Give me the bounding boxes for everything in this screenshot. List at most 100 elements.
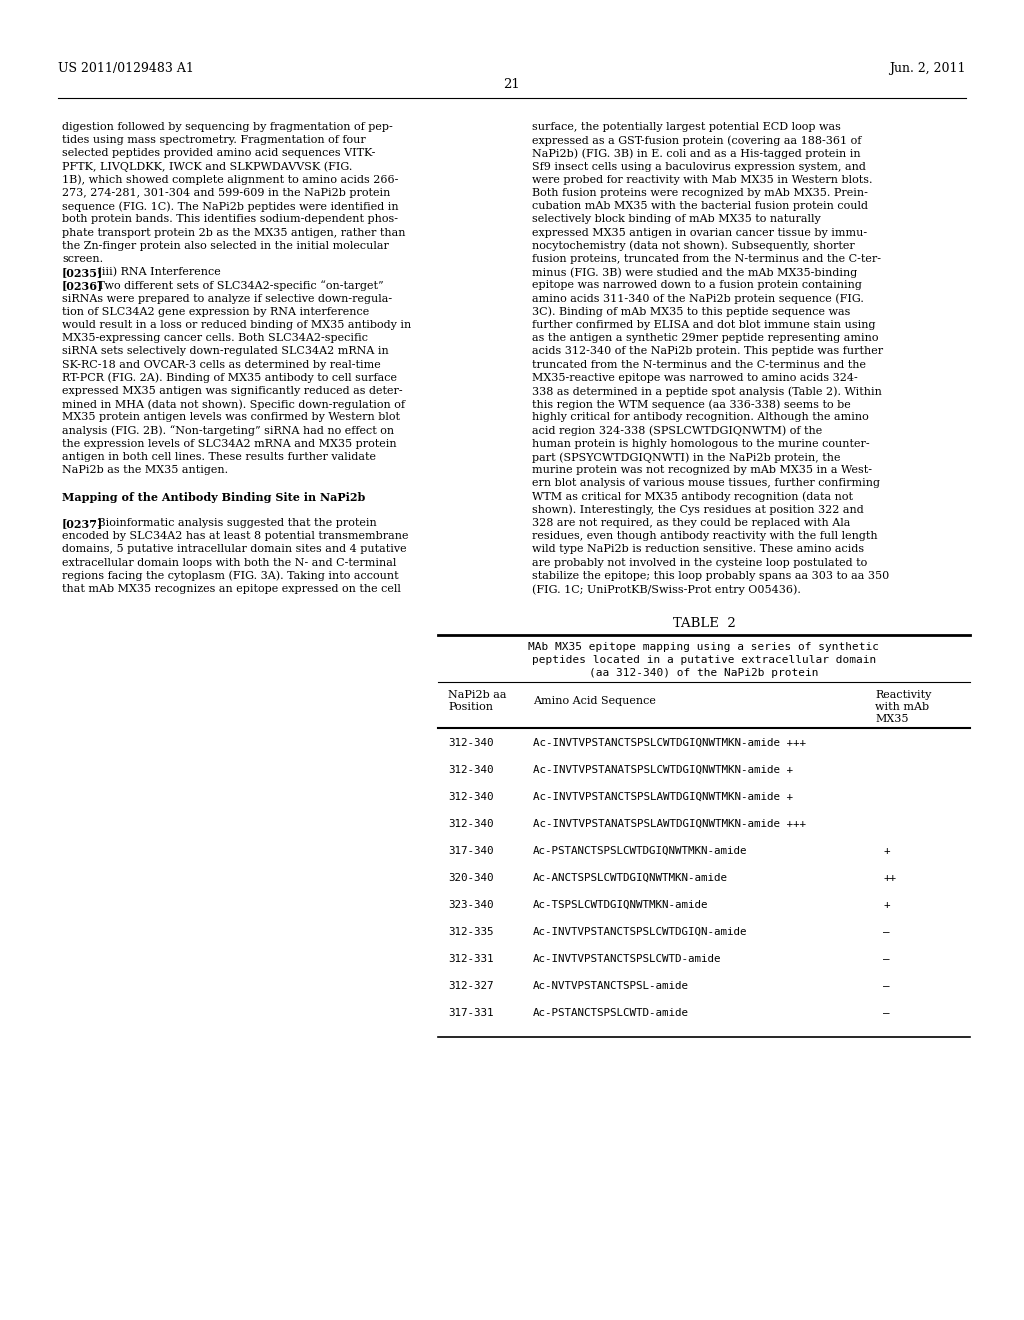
Text: Ac-INVTVPSTANCTSPSLCWTDGIQNWTMKN-amide +++: Ac-INVTVPSTANCTSPSLCWTDGIQNWTMKN-amide +… [534, 738, 806, 748]
Text: stabilize the epitope; this loop probably spans aa 303 to aa 350: stabilize the epitope; this loop probabl… [532, 570, 889, 581]
Text: as the antigen a synthetic 29mer peptide representing amino: as the antigen a synthetic 29mer peptide… [532, 333, 879, 343]
Text: shown). Interestingly, the Cys residues at position 322 and: shown). Interestingly, the Cys residues … [532, 504, 864, 515]
Text: MAb MX35 epitope mapping using a series of synthetic: MAb MX35 epitope mapping using a series … [528, 642, 880, 652]
Text: surface, the potentially largest potential ECD loop was: surface, the potentially largest potenti… [532, 121, 841, 132]
Text: 317-331: 317-331 [449, 1008, 494, 1018]
Text: PFTK, LIVQLDKK, IWCK and SLKPWDAVVSK (FIG.: PFTK, LIVQLDKK, IWCK and SLKPWDAVVSK (FI… [62, 161, 352, 172]
Text: Ac-INVTVPSTANATSPSLAWTDGIQNWTMKN-amide +++: Ac-INVTVPSTANATSPSLAWTDGIQNWTMKN-amide +… [534, 818, 806, 829]
Text: Ac-INVTVPSTANCTSPSLCWTDGIQN-amide: Ac-INVTVPSTANCTSPSLCWTDGIQN-amide [534, 927, 748, 937]
Text: 312-335: 312-335 [449, 927, 494, 937]
Text: Ac-INVTVPSTANATSPSLCWTDGIQNWTMKN-amide +: Ac-INVTVPSTANATSPSLCWTDGIQNWTMKN-amide + [534, 766, 793, 775]
Text: highly critical for antibody recognition. Although the amino: highly critical for antibody recognition… [532, 412, 868, 422]
Text: extracellular domain loops with both the N- and C-terminal: extracellular domain loops with both the… [62, 557, 396, 568]
Text: –: – [883, 954, 890, 964]
Text: human protein is highly homologous to the murine counter-: human protein is highly homologous to th… [532, 438, 869, 449]
Text: MX35-expressing cancer cells. Both SLC34A2-specific: MX35-expressing cancer cells. Both SLC34… [62, 333, 368, 343]
Text: Ac-PSTANCTSPSLCWTDGIQNWTMKN-amide: Ac-PSTANCTSPSLCWTDGIQNWTMKN-amide [534, 846, 748, 855]
Text: Ac-PSTANCTSPSLCWTD-amide: Ac-PSTANCTSPSLCWTD-amide [534, 1008, 689, 1018]
Text: Bioinformatic analysis suggested that the protein: Bioinformatic analysis suggested that th… [87, 517, 377, 528]
Text: SK-RC-18 and OVCAR-3 cells as determined by real-time: SK-RC-18 and OVCAR-3 cells as determined… [62, 359, 381, 370]
Text: selectively block binding of mAb MX35 to naturally: selectively block binding of mAb MX35 to… [532, 214, 821, 224]
Text: Jun. 2, 2011: Jun. 2, 2011 [890, 62, 966, 75]
Text: were probed for reactivity with Mab MX35 in Western blots.: were probed for reactivity with Mab MX35… [532, 174, 872, 185]
Text: 312-331: 312-331 [449, 954, 494, 964]
Text: 273, 274-281, 301-304 and 599-609 in the NaPi2b protein: 273, 274-281, 301-304 and 599-609 in the… [62, 187, 390, 198]
Text: selected peptides provided amino acid sequences VITK-: selected peptides provided amino acid se… [62, 148, 376, 158]
Text: +: + [883, 900, 890, 909]
Text: Position: Position [449, 702, 493, 711]
Text: this region the WTM sequence (aa 336-338) seems to be: this region the WTM sequence (aa 336-338… [532, 399, 851, 409]
Text: siRNAs were prepared to analyze if selective down-regula-: siRNAs were prepared to analyze if selec… [62, 293, 392, 304]
Text: [0236]: [0236] [62, 280, 103, 292]
Text: mined in MHA (data not shown). Specific down-regulation of: mined in MHA (data not shown). Specific … [62, 399, 406, 409]
Text: ++: ++ [883, 873, 896, 883]
Text: wild type NaPi2b is reduction sensitive. These amino acids: wild type NaPi2b is reduction sensitive.… [532, 544, 864, 554]
Text: ern blot analysis of various mouse tissues, further confirming: ern blot analysis of various mouse tissu… [532, 478, 880, 488]
Text: with mAb: with mAb [874, 702, 929, 711]
Text: amino acids 311-340 of the NaPi2b protein sequence (FIG.: amino acids 311-340 of the NaPi2b protei… [532, 293, 864, 304]
Text: encoded by SLC34A2 has at least 8 potential transmembrane: encoded by SLC34A2 has at least 8 potent… [62, 531, 409, 541]
Text: –: – [883, 981, 890, 991]
Text: Amino Acid Sequence: Amino Acid Sequence [534, 696, 656, 706]
Text: 320-340: 320-340 [449, 873, 494, 883]
Text: would result in a loss or reduced binding of MX35 antibody in: would result in a loss or reduced bindin… [62, 319, 412, 330]
Text: –: – [883, 927, 890, 937]
Text: digestion followed by sequencing by fragmentation of pep-: digestion followed by sequencing by frag… [62, 121, 393, 132]
Text: expressed as a GST-fusion protein (covering aa 188-361 of: expressed as a GST-fusion protein (cover… [532, 135, 861, 145]
Text: Ac-ANCTSPSLCWTDGIQNWTMKN-amide: Ac-ANCTSPSLCWTDGIQNWTMKN-amide [534, 873, 728, 883]
Text: regions facing the cytoplasm (FIG. 3A). Taking into account: regions facing the cytoplasm (FIG. 3A). … [62, 570, 398, 581]
Text: screen.: screen. [62, 253, 103, 264]
Text: 323-340: 323-340 [449, 900, 494, 909]
Text: sequence (FIG. 1C). The NaPi2b peptides were identified in: sequence (FIG. 1C). The NaPi2b peptides … [62, 201, 398, 211]
Text: phate transport protein 2b as the MX35 antigen, rather than: phate transport protein 2b as the MX35 a… [62, 227, 406, 238]
Text: antigen in both cell lines. These results further validate: antigen in both cell lines. These result… [62, 451, 376, 462]
Text: 312-340: 312-340 [449, 792, 494, 803]
Text: TABLE  2: TABLE 2 [673, 616, 735, 630]
Text: expressed MX35 antigen was significantly reduced as deter-: expressed MX35 antigen was significantly… [62, 385, 402, 396]
Text: (iii) RNA Interference: (iii) RNA Interference [87, 267, 221, 277]
Text: [0235]: [0235] [62, 267, 103, 279]
Text: WTM as critical for MX35 antibody recognition (data not: WTM as critical for MX35 antibody recogn… [532, 491, 853, 502]
Text: Two different sets of SLC34A2-specific “on-target”: Two different sets of SLC34A2-specific “… [87, 280, 384, 292]
Text: 21: 21 [504, 78, 520, 91]
Text: [0237]: [0237] [62, 517, 103, 529]
Text: 1B), which showed complete alignment to amino acids 266-: 1B), which showed complete alignment to … [62, 174, 398, 185]
Text: domains, 5 putative intracellular domain sites and 4 putative: domains, 5 putative intracellular domain… [62, 544, 407, 554]
Text: (FIG. 1C; UniProtKB/Swiss-Prot entry O05436).: (FIG. 1C; UniProtKB/Swiss-Prot entry O05… [532, 583, 801, 594]
Text: both protein bands. This identifies sodium-dependent phos-: both protein bands. This identifies sodi… [62, 214, 398, 224]
Text: NaPi2b as the MX35 antigen.: NaPi2b as the MX35 antigen. [62, 465, 228, 475]
Text: the Zn-finger protein also selected in the initial molecular: the Zn-finger protein also selected in t… [62, 240, 389, 251]
Text: 328 are not required, as they could be replaced with Ala: 328 are not required, as they could be r… [532, 517, 850, 528]
Text: Both fusion proteins were recognized by mAb MX35. Prein-: Both fusion proteins were recognized by … [532, 187, 868, 198]
Text: 312-340: 312-340 [449, 738, 494, 748]
Text: RT-PCR (FIG. 2A). Binding of MX35 antibody to cell surface: RT-PCR (FIG. 2A). Binding of MX35 antibo… [62, 372, 397, 383]
Text: NaPi2b aa: NaPi2b aa [449, 690, 507, 700]
Text: residues, even though antibody reactivity with the full length: residues, even though antibody reactivit… [532, 531, 878, 541]
Text: the expression levels of SLC34A2 mRNA and MX35 protein: the expression levels of SLC34A2 mRNA an… [62, 438, 396, 449]
Text: tides using mass spectrometry. Fragmentation of four: tides using mass spectrometry. Fragmenta… [62, 135, 366, 145]
Text: epitope was narrowed down to a fusion protein containing: epitope was narrowed down to a fusion pr… [532, 280, 862, 290]
Text: Ac-INVTVPSTANCTSPSLCWTD-amide: Ac-INVTVPSTANCTSPSLCWTD-amide [534, 954, 722, 964]
Text: –: – [883, 1008, 890, 1018]
Text: 312-327: 312-327 [449, 981, 494, 991]
Text: part (SPSYCWTDGIQNWTI) in the NaPi2b protein, the: part (SPSYCWTDGIQNWTI) in the NaPi2b pro… [532, 451, 841, 462]
Text: 312-340: 312-340 [449, 766, 494, 775]
Text: analysis (FIG. 2B). “Non-targeting” siRNA had no effect on: analysis (FIG. 2B). “Non-targeting” siRN… [62, 425, 394, 437]
Text: nocytochemistry (data not shown). Subsequently, shorter: nocytochemistry (data not shown). Subseq… [532, 240, 855, 251]
Text: further confirmed by ELISA and dot blot immune stain using: further confirmed by ELISA and dot blot … [532, 319, 876, 330]
Text: siRNA sets selectively down-regulated SLC34A2 mRNA in: siRNA sets selectively down-regulated SL… [62, 346, 389, 356]
Text: peptides located in a putative extracellular domain: peptides located in a putative extracell… [531, 655, 877, 665]
Text: Sf9 insect cells using a baculovirus expression system, and: Sf9 insect cells using a baculovirus exp… [532, 161, 866, 172]
Text: US 2011/0129483 A1: US 2011/0129483 A1 [58, 62, 194, 75]
Text: MX35: MX35 [874, 714, 908, 723]
Text: acids 312-340 of the NaPi2b protein. This peptide was further: acids 312-340 of the NaPi2b protein. Thi… [532, 346, 883, 356]
Text: Ac-INVTVPSTANCTSPSLAWTDGIQNWTMKN-amide +: Ac-INVTVPSTANCTSPSLAWTDGIQNWTMKN-amide + [534, 792, 793, 803]
Text: murine protein was not recognized by mAb MX35 in a West-: murine protein was not recognized by mAb… [532, 465, 872, 475]
Text: cubation mAb MX35 with the bacterial fusion protein could: cubation mAb MX35 with the bacterial fus… [532, 201, 868, 211]
Text: fusion proteins, truncated from the N-terminus and the C-ter-: fusion proteins, truncated from the N-te… [532, 253, 881, 264]
Text: acid region 324-338 (SPSLCWTDGIQNWTM) of the: acid region 324-338 (SPSLCWTDGIQNWTM) of… [532, 425, 822, 436]
Text: tion of SLC34A2 gene expression by RNA interference: tion of SLC34A2 gene expression by RNA i… [62, 306, 370, 317]
Text: are probably not involved in the cysteine loop postulated to: are probably not involved in the cystein… [532, 557, 867, 568]
Text: Reactivity: Reactivity [874, 690, 932, 700]
Text: +: + [883, 846, 890, 855]
